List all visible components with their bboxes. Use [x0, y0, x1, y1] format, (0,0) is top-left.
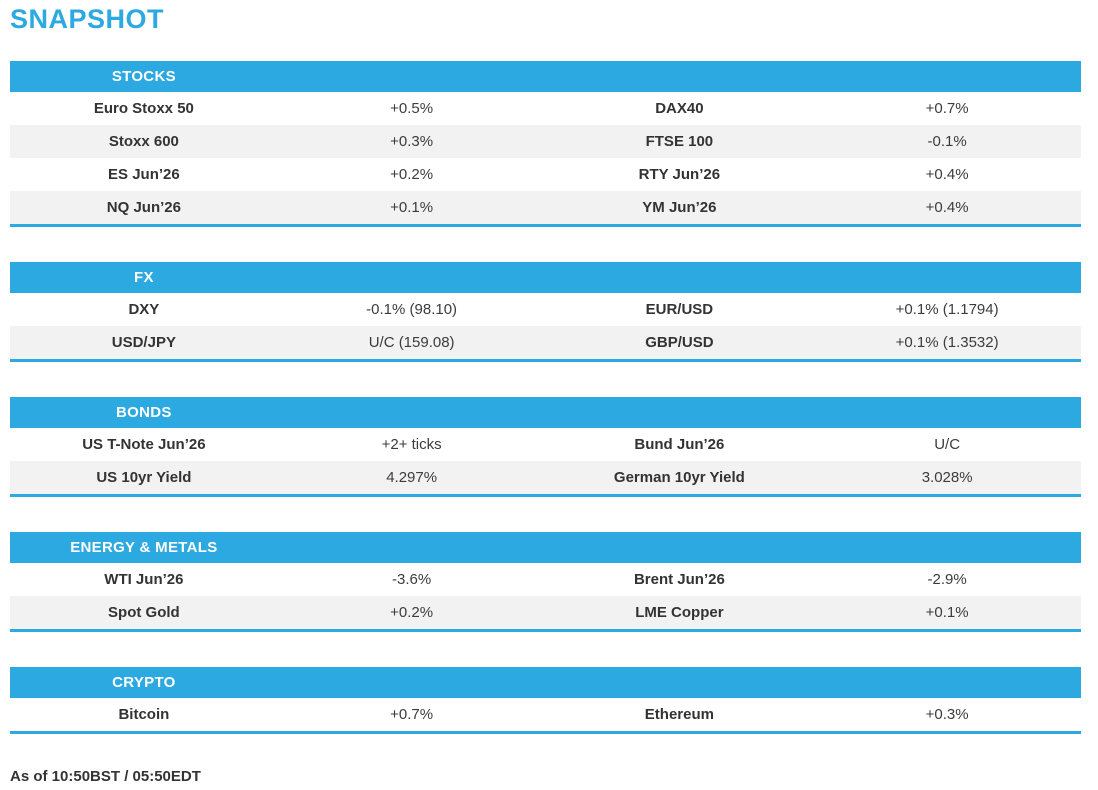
table-row: USD/JPY U/C (159.08) GBP/USD +0.1% (1.35…: [10, 326, 1081, 359]
instrument-value: U/C: [934, 436, 961, 453]
instrument-value: +0.4%: [925, 166, 969, 183]
instrument-value: +0.5%: [390, 100, 434, 117]
instrument-value: +0.7%: [925, 100, 969, 117]
instrument-value: +0.1%: [925, 604, 969, 621]
section-rows: WTI Jun’26 -3.6% Brent Jun’26 -2.9% Spot…: [10, 563, 1081, 632]
instrument-label: Bitcoin: [118, 706, 170, 723]
instrument-label: DXY: [128, 301, 160, 318]
instrument-value: +0.2%: [390, 604, 434, 621]
instrument-value: -0.1%: [927, 133, 967, 150]
table-row: WTI Jun’26 -3.6% Brent Jun’26 -2.9%: [10, 563, 1081, 596]
table-row: DXY -0.1% (98.10) EUR/USD +0.1% (1.1794): [10, 293, 1081, 326]
section-bonds: BONDS US T-Note Jun’26 +2+ ticks Bund Ju…: [10, 397, 1081, 497]
section-rows: Euro Stoxx 50 +0.5% DAX40 +0.7% Stoxx 60…: [10, 92, 1081, 227]
instrument-label: Bund Jun’26: [634, 436, 725, 453]
section-rows: Bitcoin +0.7% Ethereum +0.3%: [10, 698, 1081, 734]
instrument-value: +0.3%: [925, 706, 969, 723]
section-rows: DXY -0.1% (98.10) EUR/USD +0.1% (1.1794)…: [10, 293, 1081, 362]
table-row: Stoxx 600 +0.3% FTSE 100 -0.1%: [10, 125, 1081, 158]
section-fx: FX DXY -0.1% (98.10) EUR/USD +0.1% (1.17…: [10, 262, 1081, 362]
instrument-label: GBP/USD: [645, 334, 714, 351]
instrument-value: +0.2%: [390, 166, 434, 183]
instrument-label: WTI Jun’26: [104, 571, 184, 588]
instrument-label: German 10yr Yield: [613, 469, 745, 486]
section-rows: US T-Note Jun’26 +2+ ticks Bund Jun’26 U…: [10, 428, 1081, 497]
table-row: Euro Stoxx 50 +0.5% DAX40 +0.7%: [10, 92, 1081, 125]
instrument-value: +0.7%: [390, 706, 434, 723]
instrument-value: +0.3%: [390, 133, 434, 150]
instrument-value: +0.1%: [390, 199, 434, 216]
table-row: ES Jun’26 +0.2% RTY Jun’26 +0.4%: [10, 158, 1081, 191]
instrument-label: EUR/USD: [645, 301, 714, 318]
instrument-value: +2+ ticks: [381, 436, 442, 453]
section-title: BONDS: [116, 404, 172, 421]
table-row: Bitcoin +0.7% Ethereum +0.3%: [10, 698, 1081, 731]
section-header: FX: [10, 262, 1081, 293]
table-row: US T-Note Jun’26 +2+ ticks Bund Jun’26 U…: [10, 428, 1081, 461]
instrument-label: RTY Jun’26: [638, 166, 721, 183]
instrument-label: Brent Jun’26: [633, 571, 725, 588]
instrument-label: DAX40: [655, 100, 704, 117]
instrument-value: +0.4%: [925, 199, 969, 216]
section-header: CRYPTO: [10, 667, 1081, 698]
timestamp: As of 10:50BST / 05:50EDT: [10, 768, 201, 785]
instrument-label: US T-Note Jun’26: [82, 436, 206, 453]
instrument-value: 4.297%: [386, 469, 438, 486]
section-title: STOCKS: [111, 68, 176, 85]
section-header: BONDS: [10, 397, 1081, 428]
instrument-label: ES Jun’26: [108, 166, 180, 183]
instrument-label: YM Jun’26: [642, 199, 717, 216]
instrument-value: +0.1% (1.3532): [895, 334, 999, 351]
table-row: NQ Jun’26 +0.1% YM Jun’26 +0.4%: [10, 191, 1081, 224]
instrument-label: FTSE 100: [645, 133, 714, 150]
section-title: FX: [133, 269, 154, 286]
section-title: CRYPTO: [112, 674, 176, 691]
instrument-label: Ethereum: [644, 706, 714, 723]
instrument-value: -3.6%: [392, 571, 432, 588]
table-row: US 10yr Yield 4.297% German 10yr Yield 3…: [10, 461, 1081, 494]
sections-container: STOCKS Euro Stoxx 50 +0.5% DAX40 +0.7% S…: [10, 61, 1088, 734]
instrument-label: USD/JPY: [111, 334, 176, 351]
section-crypto: CRYPTO Bitcoin +0.7% Ethereum +0.3%: [10, 667, 1081, 734]
section-energy-metals: ENERGY & METALS WTI Jun’26 -3.6% Brent J…: [10, 532, 1081, 632]
section-stocks: STOCKS Euro Stoxx 50 +0.5% DAX40 +0.7% S…: [10, 61, 1081, 227]
section-header: ENERGY & METALS: [10, 532, 1081, 563]
section-header: STOCKS: [10, 61, 1081, 92]
table-row: Spot Gold +0.2% LME Copper +0.1%: [10, 596, 1081, 629]
instrument-value: -0.1% (98.10): [366, 301, 458, 318]
instrument-value: +0.1% (1.1794): [895, 301, 999, 318]
instrument-value: -2.9%: [927, 571, 967, 588]
page-title: SNAPSHOT: [10, 4, 165, 34]
instrument-label: US 10yr Yield: [96, 469, 192, 486]
instrument-label: NQ Jun’26: [106, 199, 181, 216]
instrument-label: Stoxx 600: [108, 133, 179, 150]
instrument-label: Spot Gold: [108, 604, 180, 621]
instrument-value: U/C (159.08): [368, 334, 455, 351]
instrument-value: 3.028%: [921, 469, 973, 486]
section-title: ENERGY & METALS: [70, 539, 218, 556]
instrument-label: LME Copper: [635, 604, 724, 621]
instrument-label: Euro Stoxx 50: [93, 100, 194, 117]
